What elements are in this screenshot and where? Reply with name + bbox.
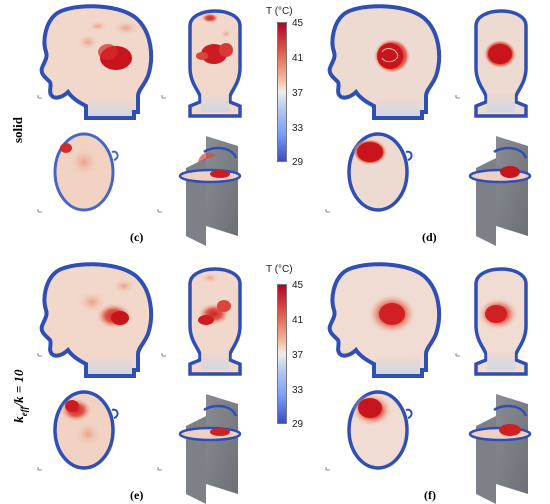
view-f-cut xyxy=(468,394,532,504)
colorbar-bottom-title: T (°C) xyxy=(266,264,293,275)
view-d-side xyxy=(327,4,442,120)
view-d-cut xyxy=(468,136,532,246)
colorbar-bottom-tick-33: 33 xyxy=(292,385,304,396)
view-c-top xyxy=(53,132,119,212)
panel-label-e: (e) xyxy=(130,488,144,502)
colorbar-top-tick-45: 45 xyxy=(292,18,304,29)
colorbar-top xyxy=(277,22,287,162)
colorbar-top-tick-29: 29 xyxy=(292,157,304,168)
colorbar-bottom-tick-37: 37 xyxy=(292,350,304,361)
view-c-front xyxy=(188,9,242,118)
view-f-top xyxy=(347,390,413,470)
view-e-cut xyxy=(178,394,242,504)
row-label-solid: solid xyxy=(10,116,25,143)
colorbar-bottom-tick-29: 29 xyxy=(292,419,304,430)
colorbar-top-tick-41: 41 xyxy=(292,53,304,64)
view-f-side xyxy=(327,262,442,378)
colorbar-bottom-tick-41: 41 xyxy=(292,315,304,326)
row-label-keff: keff/k = 10 xyxy=(11,363,29,423)
view-e-side xyxy=(39,262,154,378)
panel-label-c: (c) xyxy=(130,230,144,244)
colorbar-top-title: T (°C) xyxy=(266,6,293,17)
view-d-front xyxy=(474,9,528,118)
view-c-side xyxy=(39,4,154,120)
row-label-keff-sub: eff xyxy=(18,406,29,417)
colorbar-bottom-tick-45: 45 xyxy=(292,280,304,291)
row-label-keff-suffix: /k = 10 xyxy=(11,369,27,407)
view-d-top xyxy=(347,132,413,212)
colorbar-bottom xyxy=(277,284,287,424)
colorbar-top-tick-33: 33 xyxy=(292,123,304,134)
view-e-front xyxy=(188,267,242,376)
panel-label-d: (d) xyxy=(422,230,437,244)
view-c-cut xyxy=(178,136,242,246)
axis-triad-icons xyxy=(37,95,460,471)
view-e-top xyxy=(53,390,119,470)
row-label-keff-prefix: k xyxy=(11,416,27,423)
view-f-front xyxy=(474,267,528,376)
panel-label-f: (f) xyxy=(424,488,436,502)
colorbar-top-tick-37: 37 xyxy=(292,88,304,99)
